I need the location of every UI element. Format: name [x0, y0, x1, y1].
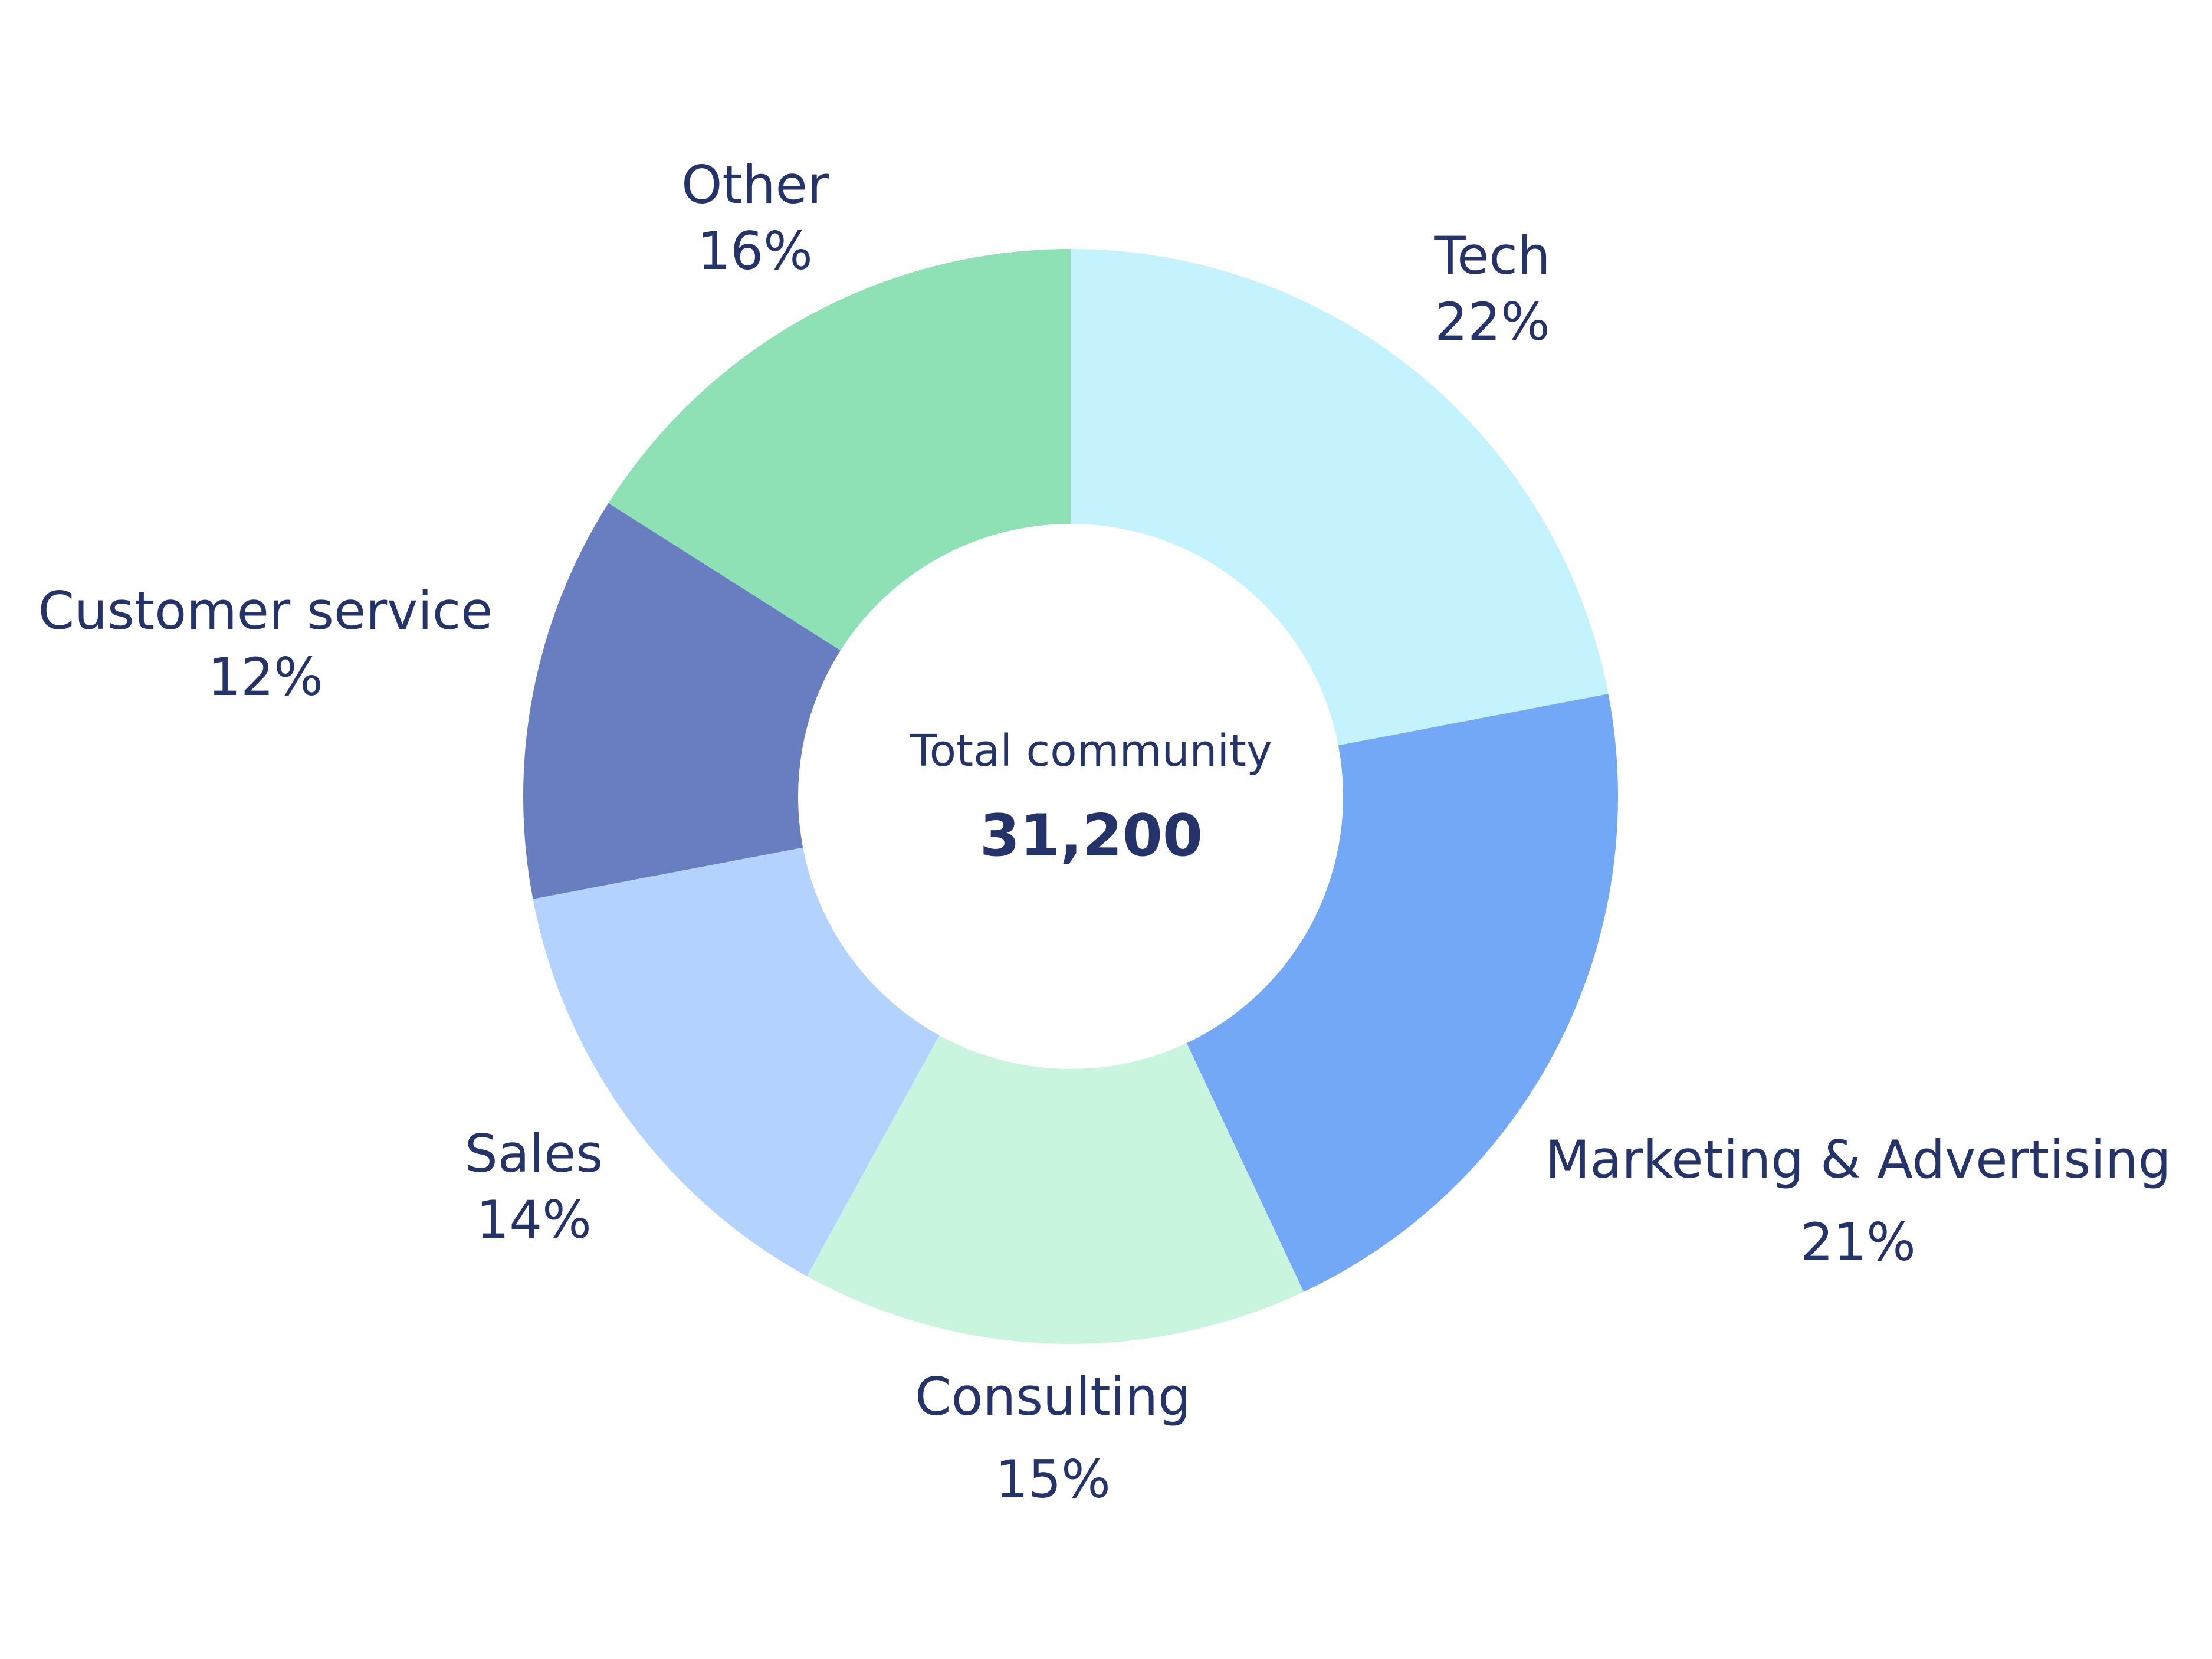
slice-tech: [1071, 249, 1609, 746]
slice-label-name: Tech: [1433, 225, 1550, 286]
slice-consulting: [806, 1035, 1304, 1344]
slice-label-value: 16%: [697, 221, 813, 281]
slice-label-name: Sales: [465, 1123, 603, 1184]
slice-customer-service: [523, 503, 841, 899]
slice-label-value: 21%: [1800, 1212, 1916, 1273]
center-caption: Total community: [910, 726, 1272, 776]
slice-label-name: Customer service: [38, 581, 493, 641]
slice-label-value: 15%: [995, 1449, 1111, 1510]
slice-other: [608, 249, 1071, 651]
slice-label-name: Consulting: [915, 1366, 1191, 1427]
slice-label-name: Marketing & Advertising: [1545, 1129, 2171, 1190]
slice-label-value: 12%: [208, 647, 323, 707]
slice-label-value: 14%: [476, 1189, 592, 1250]
donut-slices: [523, 249, 1618, 1344]
slice-marketing-advertising: [1186, 694, 1618, 1292]
slice-label-name: Other: [681, 155, 829, 215]
slice-label-value: 22%: [1435, 291, 1550, 352]
slice-sales: [533, 847, 940, 1277]
center-value: 31,200: [980, 802, 1203, 870]
